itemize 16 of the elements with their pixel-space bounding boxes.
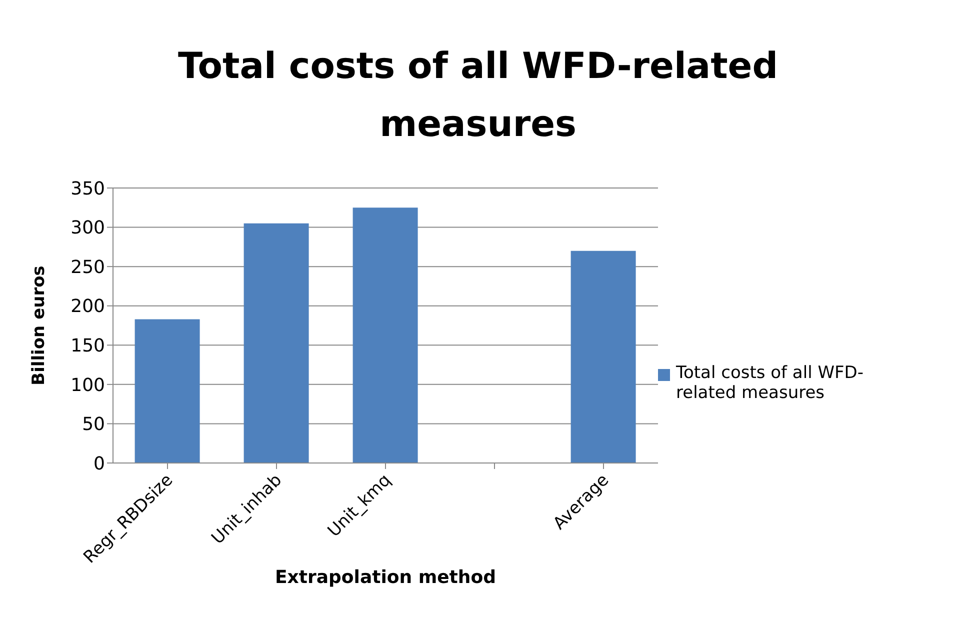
y-tick-label: 350 — [70, 178, 105, 200]
chart-title: Total costs of all WFD-related measures — [177, 45, 779, 147]
y-tick-label: 50 — [82, 414, 105, 436]
bar — [352, 208, 418, 463]
y-axis-title: Billion euros — [29, 266, 50, 386]
legend-label: Total costs of all WFD-related measures — [676, 363, 865, 403]
y-tick-label: 0 — [94, 453, 105, 474]
y-tick-label: 200 — [70, 296, 105, 318]
y-tick-label: 250 — [70, 256, 105, 278]
y-tick-label: 150 — [70, 336, 105, 357]
y-tick-label: 300 — [70, 218, 105, 239]
bar — [570, 250, 636, 463]
bar — [134, 319, 200, 463]
y-tick-label: 100 — [70, 374, 105, 396]
bar — [244, 223, 309, 463]
x-axis-title: Extrapolation method — [275, 567, 496, 588]
